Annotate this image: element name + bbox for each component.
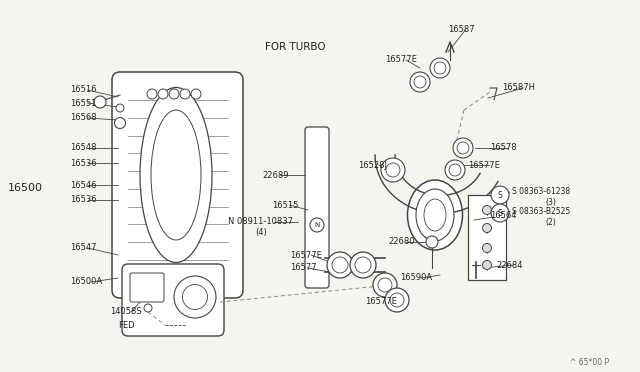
Text: 22680: 22680 — [388, 237, 415, 247]
Text: N 08911-10837: N 08911-10837 — [228, 218, 293, 227]
Text: (2): (2) — [545, 218, 556, 227]
Text: 16587H: 16587H — [502, 83, 535, 93]
Text: S: S — [497, 208, 502, 218]
Circle shape — [169, 89, 179, 99]
Text: 16577E: 16577E — [468, 160, 500, 170]
Text: 16577: 16577 — [290, 263, 317, 273]
Text: 22689: 22689 — [262, 170, 289, 180]
FancyBboxPatch shape — [130, 273, 164, 302]
Circle shape — [426, 236, 438, 248]
Circle shape — [381, 158, 405, 182]
Circle shape — [449, 164, 461, 176]
Circle shape — [434, 62, 446, 74]
Circle shape — [453, 138, 473, 158]
Circle shape — [483, 244, 492, 253]
Circle shape — [144, 304, 152, 312]
FancyBboxPatch shape — [305, 127, 329, 288]
Ellipse shape — [151, 110, 201, 240]
Text: 16536: 16536 — [70, 196, 97, 205]
Circle shape — [116, 104, 124, 112]
Text: 22684: 22684 — [496, 260, 522, 269]
Text: 16590A: 16590A — [400, 273, 432, 282]
Circle shape — [158, 89, 168, 99]
Text: 16577E: 16577E — [365, 298, 397, 307]
Text: 16500: 16500 — [8, 183, 43, 193]
Circle shape — [191, 89, 201, 99]
Text: 16548: 16548 — [70, 144, 97, 153]
Text: S: S — [497, 190, 502, 199]
Ellipse shape — [174, 276, 216, 318]
Text: 16500A: 16500A — [70, 278, 102, 286]
Text: N: N — [314, 222, 319, 228]
Text: 16515: 16515 — [272, 201, 298, 209]
Circle shape — [483, 224, 492, 232]
Circle shape — [180, 89, 190, 99]
Text: 16587: 16587 — [448, 26, 475, 35]
Ellipse shape — [408, 180, 463, 250]
Circle shape — [385, 288, 409, 312]
Circle shape — [390, 293, 404, 307]
Text: 16516: 16516 — [70, 86, 97, 94]
Ellipse shape — [140, 87, 212, 263]
Ellipse shape — [416, 189, 454, 241]
Text: ^ 65*00 P: ^ 65*00 P — [570, 358, 609, 367]
Circle shape — [378, 278, 392, 292]
Circle shape — [410, 72, 430, 92]
Text: 16547: 16547 — [70, 244, 97, 253]
Circle shape — [94, 96, 106, 108]
Ellipse shape — [424, 199, 446, 231]
Circle shape — [350, 252, 376, 278]
Circle shape — [457, 142, 469, 154]
Text: 16577E: 16577E — [385, 55, 417, 64]
Circle shape — [445, 160, 465, 180]
Text: 14058S: 14058S — [110, 308, 141, 317]
Ellipse shape — [182, 285, 207, 310]
FancyBboxPatch shape — [122, 264, 224, 336]
Circle shape — [430, 58, 450, 78]
Text: 16577E: 16577E — [290, 250, 322, 260]
Circle shape — [386, 163, 400, 177]
Text: 16546: 16546 — [70, 180, 97, 189]
Text: S 08363-61238: S 08363-61238 — [512, 187, 570, 196]
Circle shape — [491, 186, 509, 204]
Circle shape — [327, 252, 353, 278]
Text: FOR TURBO: FOR TURBO — [265, 42, 326, 52]
Text: FED: FED — [118, 321, 134, 330]
Text: S 08363-B2525: S 08363-B2525 — [512, 208, 570, 217]
Text: 16536: 16536 — [70, 158, 97, 167]
Circle shape — [491, 204, 509, 222]
Circle shape — [115, 118, 125, 128]
Circle shape — [373, 273, 397, 297]
Circle shape — [332, 257, 348, 273]
FancyBboxPatch shape — [468, 195, 506, 280]
Circle shape — [355, 257, 371, 273]
Text: (3): (3) — [545, 199, 556, 208]
Text: 16578: 16578 — [490, 144, 516, 153]
Circle shape — [483, 205, 492, 215]
Text: 16551: 16551 — [70, 99, 97, 108]
Text: 16568: 16568 — [70, 113, 97, 122]
FancyBboxPatch shape — [112, 72, 243, 298]
Text: 16528J: 16528J — [358, 160, 387, 170]
Circle shape — [310, 218, 324, 232]
Circle shape — [483, 260, 492, 269]
Circle shape — [414, 76, 426, 88]
Text: (4): (4) — [255, 228, 267, 237]
Text: 16564: 16564 — [490, 211, 516, 219]
Circle shape — [147, 89, 157, 99]
